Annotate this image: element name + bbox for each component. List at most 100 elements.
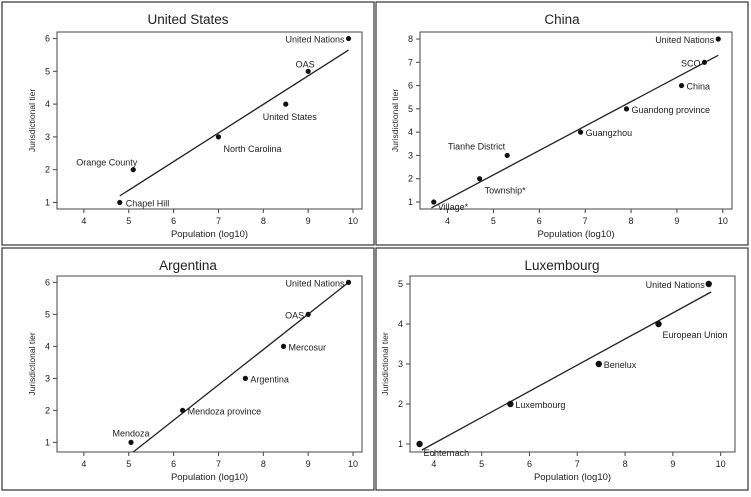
x-axis-label: Population (log10)	[534, 472, 611, 483]
data-point	[281, 344, 286, 349]
y-tick-label: 5	[45, 66, 50, 76]
point-label: United Nations	[655, 35, 715, 45]
data-point	[117, 200, 122, 205]
x-tick-label: 8	[623, 459, 628, 469]
x-tick-label: 9	[306, 216, 311, 226]
x-axis-label: Population (log10)	[537, 229, 614, 240]
point-label: United States	[263, 112, 318, 122]
x-tick-label: 4	[445, 216, 450, 226]
x-tick-label: 9	[674, 216, 679, 226]
y-tick-label: 1	[408, 197, 413, 207]
chart-title: United States	[147, 12, 228, 27]
y-tick-label: 2	[398, 399, 403, 409]
y-tick-label: 4	[398, 319, 403, 329]
y-tick-label: 6	[45, 277, 50, 287]
data-point	[679, 83, 684, 88]
x-tick-label: 4	[81, 216, 86, 226]
data-point	[624, 106, 629, 111]
data-point	[578, 130, 583, 135]
point-label: United Nations	[646, 280, 706, 290]
y-tick-label: 3	[45, 132, 50, 142]
data-point	[306, 312, 311, 317]
x-tick-label: 10	[716, 459, 726, 469]
point-label: North Carolina	[223, 144, 281, 154]
y-tick-label: 5	[408, 104, 413, 114]
x-tick-label: 10	[348, 216, 358, 226]
point-label: Orange County	[76, 158, 138, 168]
point-label: Argentina	[250, 374, 289, 384]
y-tick-label: 8	[408, 34, 413, 44]
y-tick-label: 7	[408, 57, 413, 67]
data-point	[128, 440, 133, 445]
y-tick-label: 4	[45, 99, 50, 109]
chart-panel-4: Luxembourg 4 5 6 7 8 9 10 1 2 3 4 5 Population (log10…	[376, 248, 748, 490]
x-tick-label: 5	[491, 216, 496, 226]
point-label: OAS	[285, 310, 304, 320]
y-axis-label: Jurisdictional tier	[390, 89, 400, 152]
data-point	[706, 281, 712, 287]
x-tick-label: 7	[216, 216, 221, 226]
point-label: Tianhe District	[448, 141, 506, 151]
x-tick-label: 7	[216, 459, 221, 469]
point-label: Benelux	[604, 360, 637, 370]
point-label: Mercosur	[289, 342, 327, 352]
plot-area	[410, 276, 735, 452]
x-tick-label: 8	[261, 216, 266, 226]
data-point	[180, 408, 185, 413]
y-tick-label: 5	[398, 279, 403, 289]
y-tick-label: 3	[398, 359, 403, 369]
chart-title: Argentina	[159, 258, 217, 273]
point-label: Village*	[438, 202, 469, 212]
point-label: Township*	[485, 186, 527, 196]
point-label: Mendoza	[112, 428, 149, 438]
plot-area	[57, 276, 362, 452]
point-label: Guangzhou	[586, 128, 633, 138]
data-point	[131, 167, 136, 172]
y-tick-label: 1	[45, 437, 50, 447]
data-point	[716, 36, 721, 41]
x-tick-label: 8	[261, 459, 266, 469]
x-tick-label: 9	[670, 459, 675, 469]
y-tick-label: 6	[45, 34, 50, 44]
y-tick-label: 4	[45, 341, 50, 351]
data-point	[431, 199, 436, 204]
y-axis-label: Jurisdictional tier	[27, 332, 37, 395]
x-tick-label: 4	[431, 459, 436, 469]
data-point	[702, 60, 707, 65]
chart-title: Luxembourg	[524, 258, 599, 273]
y-tick-label: 3	[45, 373, 50, 383]
x-tick-label: 6	[527, 459, 532, 469]
data-point	[346, 280, 351, 285]
y-tick-label: 2	[45, 405, 50, 415]
y-tick-label: 1	[398, 439, 403, 449]
x-tick-label: 10	[348, 459, 358, 469]
x-tick-label: 9	[306, 459, 311, 469]
x-tick-label: 7	[583, 216, 588, 226]
x-tick-label: 7	[575, 459, 580, 469]
y-tick-label: 3	[408, 150, 413, 160]
data-point	[507, 401, 513, 407]
data-point	[596, 361, 602, 367]
point-label: Luxembourg	[515, 400, 565, 410]
x-tick-label: 5	[479, 459, 484, 469]
x-tick-label: 4	[81, 459, 86, 469]
x-tick-label: 6	[171, 216, 176, 226]
point-label: Guandong province	[631, 105, 710, 115]
x-tick-label: 10	[718, 216, 728, 226]
data-point	[243, 376, 248, 381]
y-tick-label: 2	[45, 165, 50, 175]
point-label: United Nations	[285, 35, 345, 45]
y-axis-label: Jurisdictional tier	[380, 332, 390, 395]
chart-panel-2: China 4 5 6 7 8 9 10 1 2 3 4 5 6 7 8 Population (log10) J…	[376, 2, 748, 245]
y-tick-label: 6	[408, 81, 413, 91]
x-tick-label: 6	[537, 216, 542, 226]
x-tick-label: 6	[171, 459, 176, 469]
x-axis-label: Population (log10)	[171, 472, 248, 483]
y-axis-label: Jurisdictional tier	[27, 89, 37, 152]
data-point	[283, 102, 288, 107]
data-point	[216, 134, 221, 139]
x-axis-label: Population (log10)	[171, 229, 248, 240]
data-point	[306, 69, 311, 74]
y-tick-label: 4	[408, 127, 413, 137]
